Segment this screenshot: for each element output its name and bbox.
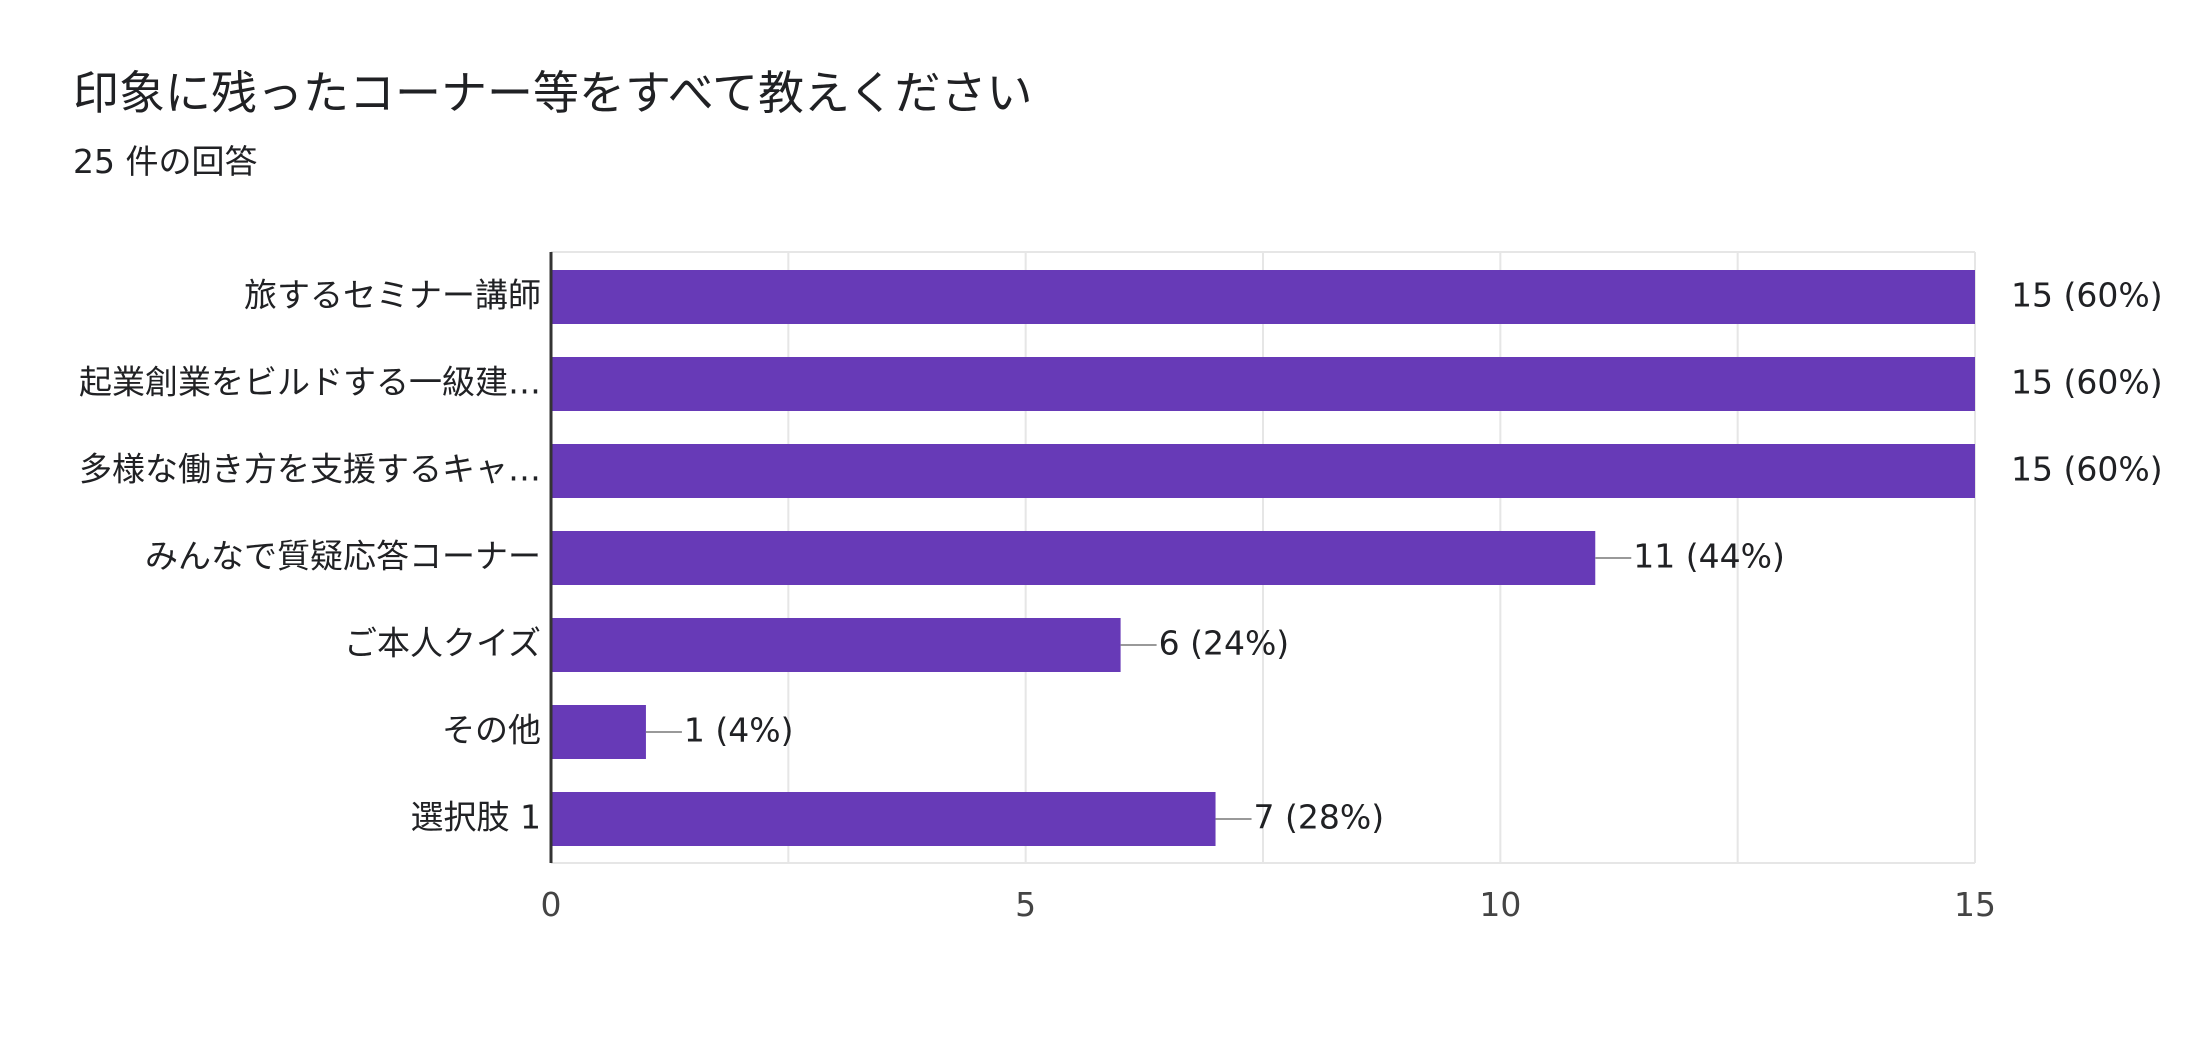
data-label: 15 (60%) — [2011, 363, 2163, 402]
x-tick-label: 0 — [541, 885, 562, 924]
data-label: 15 (60%) — [2011, 276, 2163, 315]
category-label: その他 — [442, 711, 541, 750]
bar — [551, 444, 1975, 498]
x-tick-label: 15 — [1954, 885, 1996, 924]
data-label: 7 (28%) — [1254, 798, 1385, 837]
data-label: 15 (60%) — [2011, 450, 2163, 489]
x-tick-label: 10 — [1479, 885, 1521, 924]
page-title: 印象に残ったコーナー等をすべて教えください — [73, 66, 1033, 120]
category-label: 選択肢 1 — [411, 798, 542, 837]
x-tick-label: 5 — [1015, 885, 1036, 924]
bar — [551, 357, 1975, 411]
data-label: 6 (24%) — [1159, 624, 1290, 663]
bar — [551, 705, 646, 759]
response-count: 25 件の回答 — [73, 142, 258, 182]
data-label: 1 (4%) — [684, 711, 794, 750]
category-label: 起業創業をビルドする一級建… — [79, 363, 541, 402]
category-label: ご本人クイズ — [344, 624, 541, 663]
category-label: 多様な働き方を支援するキャ… — [79, 450, 541, 489]
data-label: 11 (44%) — [1633, 537, 1785, 576]
bar — [551, 792, 1216, 846]
category-label: 旅するセミナー講師 — [244, 276, 541, 315]
category-label: みんなで質疑応答コーナー — [145, 537, 541, 576]
bar — [551, 531, 1596, 585]
bar — [551, 270, 1975, 324]
bar — [551, 618, 1121, 672]
chart-header: 印象に残ったコーナー等をすべて教えください 25 件の回答 — [73, 66, 1033, 183]
